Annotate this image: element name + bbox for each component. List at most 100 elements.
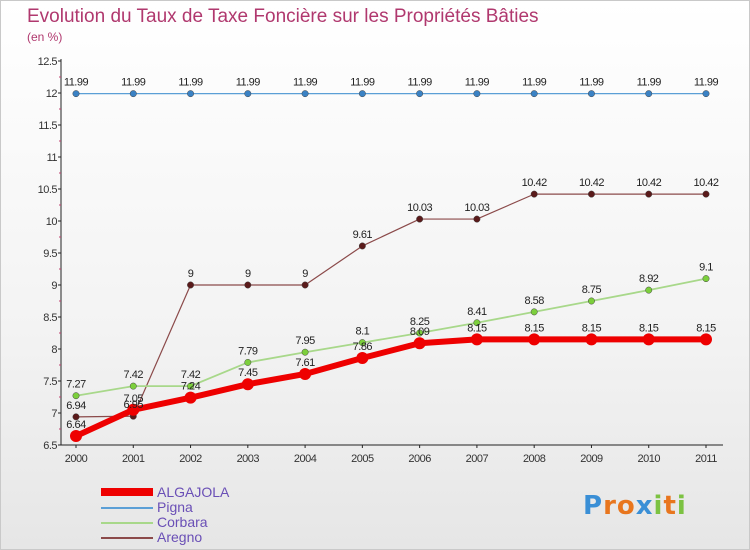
series-line-algajola	[73, 336, 709, 440]
data-label-algajola: 7.05	[124, 393, 144, 405]
point-aregno	[358, 242, 366, 250]
point-corbara	[416, 329, 424, 337]
point-aregno	[702, 190, 710, 198]
y-tick-label: 7	[51, 408, 57, 420]
y-tick-label: 9	[51, 280, 57, 292]
point-corbara	[301, 348, 309, 356]
data-label-algajola: 8.15	[524, 322, 544, 334]
data-label-pigna: 11.99	[236, 77, 261, 89]
data-label-aregno: 9	[245, 268, 251, 280]
x-tick-label: 2007	[466, 453, 489, 465]
data-label-corbara: 8.41	[467, 306, 487, 318]
logo-letter: r	[603, 491, 617, 521]
logo-letter: t	[663, 491, 677, 521]
data-label-pigna: 11.99	[637, 77, 662, 89]
y-tick-label: 12.5	[38, 56, 58, 68]
point-algajola	[413, 337, 426, 350]
point-algajola	[299, 367, 312, 380]
y-tick-label: 12	[46, 88, 58, 100]
x-tick-label: 2006	[408, 453, 431, 465]
chart-title: Evolution du Taux de Taxe Foncière sur l…	[27, 6, 539, 27]
x-tick-label: 2009	[580, 453, 603, 465]
logo-letter: P	[583, 491, 604, 521]
x-tick-label: 2008	[523, 453, 546, 465]
data-label-algajola: 8.09	[410, 326, 430, 338]
data-label-corbara: 7.79	[238, 345, 258, 357]
data-label-aregno: 9.61	[353, 229, 373, 241]
point-aregno	[244, 281, 252, 289]
data-label-corbara: 8.75	[582, 284, 602, 296]
point-corbara	[588, 297, 595, 305]
data-label-aregno: 10.03	[407, 202, 432, 214]
data-label-corbara: 8.92	[639, 273, 659, 285]
data-label-corbara: 7.95	[295, 335, 315, 347]
series-line-aregno	[75, 193, 707, 418]
point-algajola	[70, 430, 82, 443]
x-tick-label: 2011	[695, 453, 717, 465]
point-aregno	[530, 190, 538, 198]
data-label-pigna: 11.99	[522, 77, 547, 89]
data-label-aregno: 10.42	[522, 177, 547, 189]
legend-label-algajola: ALGAJOLA	[157, 484, 230, 500]
point-pigna	[244, 90, 252, 98]
series-lines	[70, 90, 712, 443]
series-line-corbara	[75, 277, 707, 397]
data-label-pigna: 11.99	[408, 77, 433, 89]
point-algajola	[241, 378, 254, 391]
data-label-pigna: 11.99	[121, 77, 146, 89]
y-tick-label: 11.5	[38, 120, 57, 132]
point-aregno	[645, 190, 653, 198]
legend-swatch-algajola	[101, 488, 153, 496]
data-label-corbara: 8.58	[524, 295, 544, 307]
y-tick-label: 8	[51, 344, 57, 356]
data-label-algajola: 8.15	[696, 322, 716, 334]
x-tick-label: 2002	[179, 453, 202, 465]
point-corbara	[72, 392, 80, 400]
point-pigna	[358, 90, 366, 98]
data-label-algajola: 8.15	[467, 322, 487, 334]
point-pigna	[72, 90, 80, 98]
point-aregno	[301, 281, 309, 289]
data-label-aregno: 10.42	[693, 177, 718, 189]
point-aregno	[588, 190, 595, 198]
data-label-aregno: 9	[302, 268, 308, 280]
x-tick-label: 2004	[294, 453, 317, 465]
point-algajola	[528, 333, 541, 346]
data-label-pigna: 11.99	[465, 77, 490, 89]
point-pigna	[129, 90, 137, 98]
legend-swatch-aregno	[101, 537, 153, 539]
data-label-aregno: 6.94	[66, 400, 86, 412]
logo-letter: o	[616, 491, 636, 521]
legend-swatch-pigna	[101, 507, 153, 509]
data-label-corbara: 8.25	[410, 316, 430, 328]
point-pigna	[702, 90, 710, 98]
data-label-algajola: 7.24	[181, 381, 201, 393]
point-pigna	[301, 90, 309, 98]
point-corbara	[645, 286, 653, 294]
point-algajola	[700, 333, 712, 346]
data-label-aregno: 10.03	[464, 202, 489, 214]
point-corbara	[187, 382, 194, 390]
point-algajola	[470, 333, 483, 346]
point-corbara	[244, 358, 252, 366]
logo-letter: i	[653, 491, 664, 521]
data-label-aregno: 10.42	[579, 177, 604, 189]
data-label-algajola: 8.15	[582, 322, 602, 334]
point-algajola	[184, 391, 197, 404]
y-tick-label: 10	[46, 216, 58, 228]
data-label-corbara: 8.1	[355, 326, 369, 338]
logo-letter: x	[635, 491, 654, 521]
point-corbara	[358, 339, 366, 347]
point-corbara	[530, 308, 538, 316]
legend-swatch-corbara	[101, 522, 153, 524]
data-label-algajola: 7.86	[353, 341, 373, 353]
logo-letter: i	[676, 491, 687, 521]
data-labels: 11.99 11.99 11.99 11.99 11.99 11.99 11.99 11.99…	[64, 77, 720, 431]
point-algajola	[642, 333, 655, 346]
data-label-corbara: 7.27	[66, 379, 86, 391]
data-label-corbara: 9.1	[699, 262, 713, 274]
legend-label-pigna: Pigna	[157, 499, 193, 515]
data-label-algajola: 7.61	[295, 357, 315, 369]
y-tick-label: 11	[47, 152, 58, 164]
